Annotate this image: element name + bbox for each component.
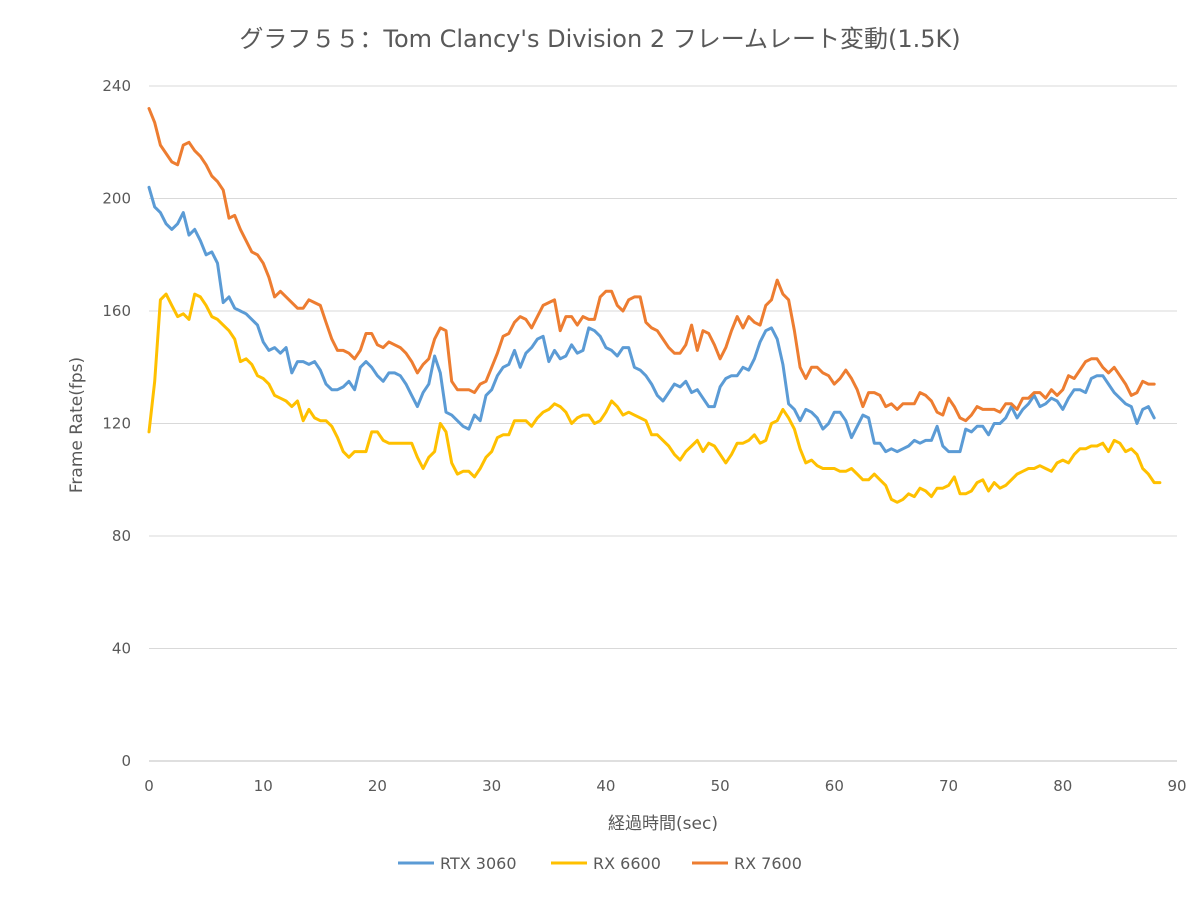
- legend-label: RX 6600: [593, 854, 661, 873]
- x-tick-label: 10: [254, 777, 273, 795]
- gridlines: [149, 85, 1177, 762]
- y-tick-label: 240: [102, 77, 131, 95]
- x-tick-label: 40: [596, 777, 615, 795]
- x-tick-label: 90: [1167, 777, 1186, 795]
- series-line-rtx-3060: [147, 185, 1156, 454]
- y-axis-label: Frame Rate(fps): [67, 357, 87, 493]
- series-line-rx-7600: [147, 107, 1156, 423]
- chart-title: グラフ５５：Tom Clancy's Division 2 フレームレート変動(…: [239, 25, 960, 53]
- y-tick-label: 200: [102, 190, 131, 208]
- x-tick-label: 0: [144, 777, 154, 795]
- legend-label: RTX 3060: [440, 854, 517, 873]
- x-axis-label: 経過時間(sec): [608, 814, 718, 834]
- x-tick-label: 30: [482, 777, 501, 795]
- y-axis-ticks: 0 40 80 120 160 200 240: [102, 77, 131, 770]
- x-tick-label: 80: [1053, 777, 1072, 795]
- y-tick-label: 0: [121, 752, 131, 770]
- legend: RTX 3060 RX 6600 RX 7600: [398, 854, 802, 873]
- y-tick-label: 160: [102, 302, 131, 320]
- legend-label: RX 7600: [734, 854, 802, 873]
- y-tick-label: 80: [112, 527, 131, 545]
- series-lines: [147, 107, 1162, 504]
- x-tick-label: 70: [939, 777, 958, 795]
- x-tick-label: 50: [711, 777, 730, 795]
- x-tick-label: 60: [825, 777, 844, 795]
- x-tick-label: 20: [368, 777, 387, 795]
- y-tick-label: 40: [112, 640, 131, 658]
- series-line-rx-6600: [147, 292, 1162, 504]
- x-axis-ticks: 0 10 20 30 40 50 60 70 80 90: [144, 777, 1186, 795]
- y-tick-label: 120: [102, 415, 131, 433]
